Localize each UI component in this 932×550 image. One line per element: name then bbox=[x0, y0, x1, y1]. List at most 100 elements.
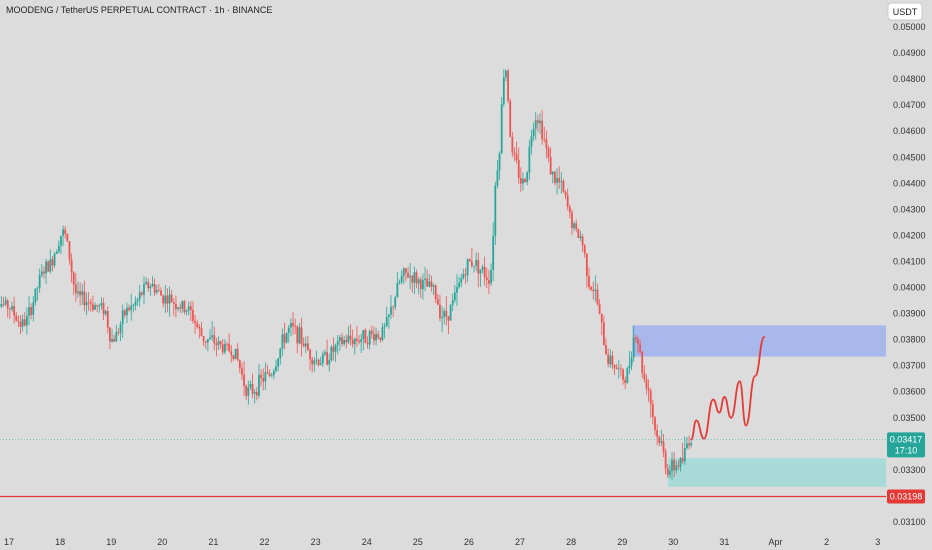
currency-button[interactable]: USDT bbox=[887, 2, 923, 21]
candle-body bbox=[637, 338, 639, 345]
candle-body bbox=[198, 326, 201, 329]
candle-body bbox=[551, 171, 554, 175]
candle-body bbox=[422, 279, 424, 290]
candle-body bbox=[502, 77, 505, 105]
candle-body bbox=[624, 379, 627, 384]
candle-body bbox=[519, 177, 522, 184]
candle-body bbox=[588, 276, 590, 287]
y-tick-label: 0.04100 bbox=[893, 256, 926, 266]
chart-title: MOODENG / TetherUS PERPETUAL CONTRACT · … bbox=[6, 5, 272, 15]
candle-body bbox=[194, 320, 196, 324]
candle-body bbox=[679, 458, 682, 467]
candle-body bbox=[211, 335, 214, 338]
candle-body bbox=[266, 372, 269, 374]
candle-body bbox=[641, 351, 644, 374]
candle-body bbox=[458, 282, 461, 288]
candle-body bbox=[43, 271, 45, 274]
candle-body bbox=[157, 290, 160, 291]
candle-body bbox=[430, 281, 433, 287]
x-tick-label: Apr bbox=[768, 537, 782, 547]
candle-body bbox=[419, 279, 422, 290]
candle-body bbox=[622, 369, 624, 380]
candle-body bbox=[70, 259, 73, 273]
candle-body bbox=[66, 233, 69, 242]
candle-body bbox=[232, 355, 235, 359]
candle-body bbox=[206, 339, 209, 343]
candle-body bbox=[634, 337, 637, 339]
candle-body bbox=[387, 314, 390, 318]
candle-body bbox=[15, 315, 18, 321]
y-tick-label: 0.03500 bbox=[893, 413, 926, 423]
candle-body bbox=[113, 338, 116, 342]
candle-body bbox=[319, 363, 322, 366]
candle-body bbox=[400, 275, 403, 283]
candle-body bbox=[85, 302, 88, 306]
candle-body bbox=[483, 266, 486, 278]
candle-body bbox=[602, 322, 605, 346]
candle-body bbox=[411, 275, 414, 283]
candle-body bbox=[526, 172, 529, 183]
candle-body bbox=[53, 253, 56, 266]
candle-body bbox=[136, 299, 139, 302]
candle-body bbox=[473, 265, 475, 267]
candle-body bbox=[366, 343, 369, 345]
candle-body bbox=[390, 306, 392, 315]
candle-body bbox=[524, 178, 527, 183]
y-tick-label: 0.04500 bbox=[893, 152, 926, 162]
candle-body bbox=[81, 291, 84, 296]
candle-body bbox=[534, 120, 537, 129]
candle-body bbox=[21, 319, 24, 327]
candle-body bbox=[226, 343, 228, 345]
candle-body bbox=[426, 278, 429, 287]
candle-body bbox=[279, 348, 282, 359]
candle-body bbox=[453, 292, 456, 301]
candle-body bbox=[445, 311, 448, 317]
candle-body bbox=[287, 327, 290, 333]
candle-body bbox=[326, 352, 328, 365]
candle-body bbox=[630, 357, 633, 366]
candle-body bbox=[83, 291, 86, 306]
candle-body bbox=[605, 345, 607, 355]
candle-body bbox=[507, 70, 509, 101]
candle-body bbox=[170, 294, 173, 303]
candle-body bbox=[166, 295, 169, 304]
candle-body bbox=[451, 300, 454, 306]
candle-body bbox=[164, 295, 167, 304]
candle-body bbox=[464, 274, 467, 276]
candle-body bbox=[236, 348, 239, 361]
candle-body bbox=[336, 341, 339, 345]
candle-body bbox=[396, 282, 399, 298]
candle-body bbox=[539, 120, 541, 124]
x-tick-label: 21 bbox=[208, 537, 218, 547]
candle-body bbox=[177, 307, 179, 309]
currency-button-box[interactable] bbox=[887, 2, 923, 21]
candle-body bbox=[258, 374, 260, 396]
candle-body bbox=[94, 305, 96, 310]
candle-body bbox=[485, 277, 488, 281]
candle-body bbox=[264, 372, 267, 382]
candle-body bbox=[243, 374, 245, 386]
candle-body bbox=[17, 320, 20, 322]
x-tick-label: 28 bbox=[566, 537, 576, 547]
candle-body bbox=[460, 278, 463, 283]
candle-body bbox=[96, 305, 99, 307]
candle-body bbox=[579, 236, 582, 239]
candle-body bbox=[290, 323, 292, 328]
candle-body bbox=[571, 212, 573, 229]
candle-body bbox=[347, 335, 350, 343]
candle-body bbox=[649, 390, 652, 404]
candle-body bbox=[64, 229, 67, 234]
candle-body bbox=[475, 260, 478, 266]
candle-body bbox=[402, 268, 405, 276]
candle-body bbox=[662, 441, 665, 452]
candle-body bbox=[600, 313, 603, 323]
candle-body bbox=[328, 359, 331, 365]
support-zone bbox=[668, 458, 886, 487]
candle-body bbox=[219, 341, 222, 345]
candle-body bbox=[498, 153, 501, 171]
candle-body bbox=[673, 460, 676, 471]
candle-body bbox=[549, 157, 552, 175]
drawing-layer bbox=[690, 336, 766, 441]
